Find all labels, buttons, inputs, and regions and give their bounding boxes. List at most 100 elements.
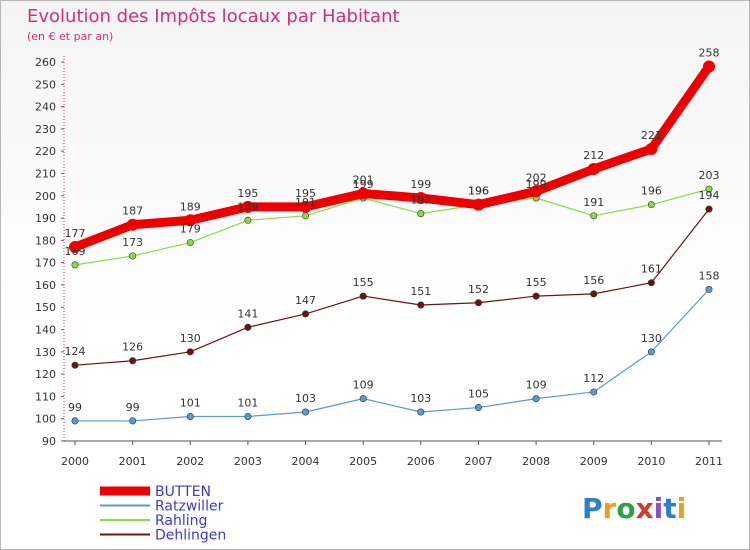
legend-label-ratzwiller: Ratzwiller [155, 499, 224, 515]
data-point [705, 285, 713, 293]
data-label: 212 [583, 149, 604, 162]
data-point [184, 214, 197, 227]
data-point [530, 185, 543, 198]
legend-label-dehlingen: Dehlingen [155, 528, 226, 544]
data-label: 169 [65, 245, 86, 258]
data-point [299, 200, 312, 213]
data-point [590, 212, 598, 220]
data-point [645, 142, 658, 155]
data-label: 152 [468, 283, 489, 296]
data-label: 177 [65, 227, 86, 240]
legend-label-butten: BUTTEN [155, 484, 211, 500]
data-label: 99 [68, 401, 82, 414]
y-tick-label: 230 [35, 123, 56, 136]
data-point [186, 348, 194, 356]
y-tick-label: 250 [35, 78, 56, 91]
data-point [302, 212, 310, 220]
data-label: 196 [641, 185, 662, 198]
data-point [126, 218, 139, 231]
data-point [302, 408, 310, 416]
data-point [129, 417, 137, 425]
data-label: 192 [410, 194, 431, 207]
data-point [474, 299, 482, 307]
data-label: 126 [122, 341, 143, 354]
data-label: 155 [526, 276, 547, 289]
data-label: 202 [526, 171, 547, 184]
data-label: 99 [126, 401, 140, 414]
data-label: 156 [583, 274, 604, 287]
data-label: 195 [295, 187, 316, 200]
data-point [69, 241, 81, 254]
data-point [647, 348, 655, 356]
data-point [414, 191, 427, 204]
data-point [705, 205, 713, 213]
y-tick-label: 200 [35, 190, 56, 203]
chart-subtitle: (en € et par an) [27, 30, 113, 43]
data-point [244, 323, 252, 331]
data-label: 161 [641, 263, 662, 276]
y-tick-label: 140 [35, 324, 56, 337]
data-point [472, 198, 485, 211]
data-label: 173 [122, 236, 143, 249]
data-label: 124 [65, 345, 86, 358]
x-tick-label: 2009 [580, 455, 608, 468]
data-label: 191 [583, 196, 604, 209]
y-tick-label: 130 [35, 346, 56, 359]
data-label: 179 [180, 223, 201, 236]
data-label: 151 [410, 285, 431, 298]
y-tick-label: 110 [35, 390, 56, 403]
y-tick-label: 220 [35, 145, 56, 158]
data-point [357, 187, 370, 200]
data-point [71, 417, 79, 425]
data-label: 109 [353, 379, 374, 392]
y-tick-label: 180 [35, 234, 56, 247]
data-label: 199 [410, 178, 431, 191]
data-label: 194 [699, 189, 720, 202]
data-point [129, 252, 137, 260]
data-point [590, 290, 598, 298]
x-tick-label: 2001 [119, 455, 147, 468]
series-line-rahling [74, 188, 710, 266]
data-label: 199 [526, 178, 547, 191]
y-tick-label: 210 [35, 167, 56, 180]
x-tick-label: 2003 [234, 455, 262, 468]
x-tick-label: 2006 [407, 455, 435, 468]
data-point [705, 185, 713, 193]
data-label: 109 [526, 379, 547, 392]
data-label: 196 [468, 185, 489, 198]
data-point [302, 310, 310, 318]
data-label: 196 [468, 185, 489, 198]
data-point [647, 279, 655, 287]
data-label: 258 [699, 46, 720, 59]
data-point [587, 163, 600, 176]
legend-label-rahling: Rahling [155, 513, 207, 529]
data-label: 203 [699, 169, 720, 182]
x-tick-label: 2000 [61, 455, 89, 468]
data-label: 189 [180, 200, 201, 213]
data-label: 221 [641, 129, 662, 142]
data-point [417, 301, 425, 309]
chart-axes: 90 100 110 120 130 140 150 160 170 180 190 200 210 22… [35, 56, 723, 468]
data-label: 130 [641, 332, 662, 345]
data-label: 147 [295, 294, 316, 307]
x-tick-label: 2007 [464, 455, 492, 468]
y-tick-label: 150 [35, 301, 56, 314]
chart-title: Evolution des Impôts locaux par Habitant [27, 6, 400, 27]
x-tick-label: 2005 [349, 455, 377, 468]
data-point [532, 395, 540, 403]
x-tick-label: 2008 [522, 455, 550, 468]
data-point [244, 412, 252, 420]
data-label: 101 [180, 396, 201, 409]
y-tick-label: 160 [35, 279, 56, 292]
x-tick-label: 2002 [176, 455, 204, 468]
data-label: 187 [122, 205, 143, 218]
data-label: 103 [410, 392, 431, 405]
data-point [186, 412, 194, 420]
data-point [129, 357, 137, 365]
proxiti-logo: Proxiti [582, 492, 686, 525]
data-label: 191 [295, 196, 316, 209]
data-point [186, 239, 194, 247]
